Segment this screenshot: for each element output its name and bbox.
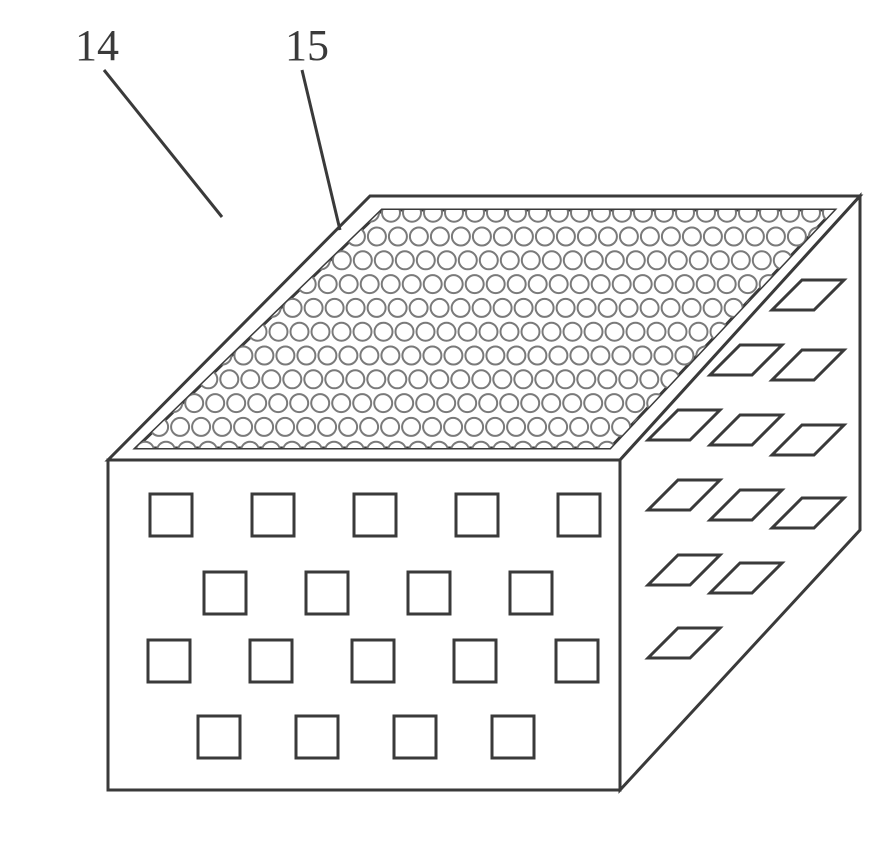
front-hole [250,640,292,682]
front-hole [510,572,552,614]
front-hole [150,494,192,536]
front-hole [148,640,190,682]
front-hole [492,716,534,758]
leader-line-right [302,70,340,230]
front-hole [558,494,600,536]
front-hole [456,494,498,536]
front-hole [354,494,396,536]
front-hole [556,640,598,682]
front-hole [352,640,394,682]
front-hole [198,716,240,758]
front-hole [252,494,294,536]
front-hole [306,572,348,614]
callout-label-right: 15 [285,21,329,70]
callout-label-left: 14 [75,21,119,70]
front-hole [454,640,496,682]
front-hole [204,572,246,614]
front-hole [296,716,338,758]
front-hole [408,572,450,614]
leader-line-left [104,70,222,217]
diagram-canvas: 14 15 [0,0,894,862]
front-hole [394,716,436,758]
